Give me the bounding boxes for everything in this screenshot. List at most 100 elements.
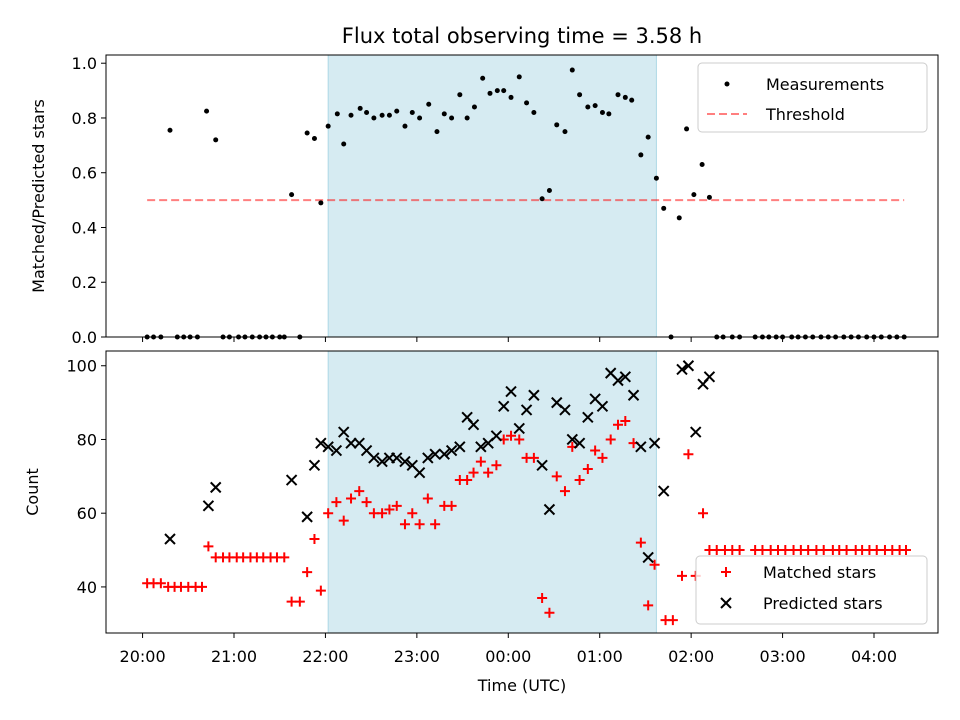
matched-star-point — [323, 508, 334, 519]
matched-star-point — [302, 567, 313, 578]
y-tick-label: 60 — [77, 504, 97, 523]
measurement-point — [289, 192, 295, 198]
predicted-star-point — [322, 441, 334, 453]
matched-star-point — [338, 515, 349, 526]
measurement-point — [464, 115, 470, 121]
predicted-star-point — [505, 385, 517, 398]
measurement-point — [699, 162, 705, 168]
predicted-star-point — [391, 452, 403, 464]
matched-star-point — [559, 486, 570, 497]
predicted-star-point — [543, 503, 556, 516]
y-tick-label: 100 — [66, 357, 97, 376]
measurement-point — [629, 97, 635, 103]
matched-star-point — [197, 581, 207, 592]
predicted-star-point — [703, 371, 716, 383]
predicted-star-point — [285, 474, 298, 486]
matched-star-point — [514, 434, 525, 445]
matched-star-point — [698, 508, 709, 519]
axes-frame — [105, 54, 939, 338]
matched-star-point — [734, 545, 745, 556]
measurement-point — [311, 136, 317, 142]
x-tick-label: 20:00 — [120, 647, 166, 666]
matched-star-point — [491, 460, 502, 471]
predicted-star-point — [345, 437, 357, 449]
matched-star-point — [620, 416, 631, 427]
predicted-star-point — [573, 437, 586, 449]
predicted-star-point — [498, 400, 510, 413]
predicted-star-point — [536, 459, 548, 471]
measurement-point — [325, 123, 331, 129]
measurement-point — [645, 134, 651, 140]
y-tick-label: 80 — [77, 430, 97, 449]
matched-star-point — [506, 430, 517, 441]
measurement-point — [471, 104, 477, 110]
matched-star-point — [361, 497, 372, 508]
matched-star-point — [475, 456, 486, 467]
measurement-point — [599, 109, 605, 115]
count-panel: 40 60 80 100 20:00 21:00 22:00 23:00 00:00 01:00 0… — [23, 350, 939, 695]
matched-star-point — [643, 600, 654, 611]
y-axis-label: Matched/Predicted stars — [29, 99, 48, 293]
predicted-star-point — [582, 411, 594, 424]
measurement-point — [426, 101, 432, 107]
ratio-panel: 0.0 0.2 0.4 0.6 0.8 1.0 Matched/Predicted star… — [29, 54, 939, 347]
observing-window-band — [328, 55, 657, 337]
predicted-star-point — [308, 459, 321, 471]
matched-star-point — [346, 493, 357, 504]
matched-star-point — [483, 467, 494, 478]
predicted-star-point — [330, 444, 343, 457]
matched-star-point — [155, 578, 166, 589]
matched-star-point — [841, 545, 852, 556]
measurement-point — [348, 112, 354, 118]
chart-title: Flux total observing time = 3.58 h — [342, 24, 702, 48]
legend-box — [697, 62, 928, 133]
measurement-point — [501, 88, 507, 94]
measurement-point — [585, 104, 591, 110]
measurement-point — [691, 192, 697, 198]
measurement-point — [434, 129, 440, 135]
matched-star-point — [422, 493, 433, 504]
y-tick-label: 0.0 — [72, 328, 97, 347]
measurement-point — [357, 105, 363, 111]
matched-star-point — [309, 534, 320, 544]
predicted-star-point — [301, 511, 313, 523]
measurement-point — [167, 127, 173, 133]
x-tick-label: 23:00 — [394, 647, 440, 666]
measurement-point — [531, 109, 537, 115]
predicted-star-point — [429, 448, 441, 460]
matched-star-point — [635, 537, 646, 548]
measurement-point — [615, 92, 621, 98]
predicted-star-point — [399, 455, 411, 468]
measurement-point — [204, 108, 210, 114]
predicted-star-point — [559, 404, 571, 416]
measurement-point — [386, 112, 392, 118]
predicted-star-point — [490, 430, 503, 442]
legend-measurement-marker — [724, 81, 730, 87]
measurement-point — [622, 94, 628, 100]
measurement-point — [539, 196, 545, 202]
measurement-point — [341, 141, 347, 147]
matched-star-point — [683, 449, 694, 460]
matched-star-point — [203, 541, 214, 552]
predicted-star-point — [648, 437, 661, 449]
x-tick-label: 22:00 — [302, 647, 348, 666]
y-tick-label: 0.2 — [72, 273, 97, 292]
measurement-point — [417, 115, 423, 121]
y-tick-label: 0.6 — [72, 164, 97, 183]
predicted-star-point — [422, 452, 434, 464]
y-axis-label: Count — [23, 468, 42, 516]
measurement-point — [606, 111, 612, 117]
predicted-star-point — [413, 466, 426, 479]
measurement-point — [684, 126, 690, 132]
x-tick-label: 01:00 — [577, 647, 623, 666]
measurement-point — [457, 92, 463, 98]
matched-star-point — [414, 519, 425, 530]
x-tick-label: 00:00 — [485, 647, 531, 666]
matched-star-point — [279, 552, 290, 563]
measurement-point — [371, 115, 377, 121]
matched-star-point — [430, 519, 441, 530]
matched-star-point — [528, 452, 539, 463]
measurement-point — [661, 205, 667, 211]
legend-label: Predicted stars — [763, 594, 883, 613]
measurement-point — [569, 67, 575, 73]
